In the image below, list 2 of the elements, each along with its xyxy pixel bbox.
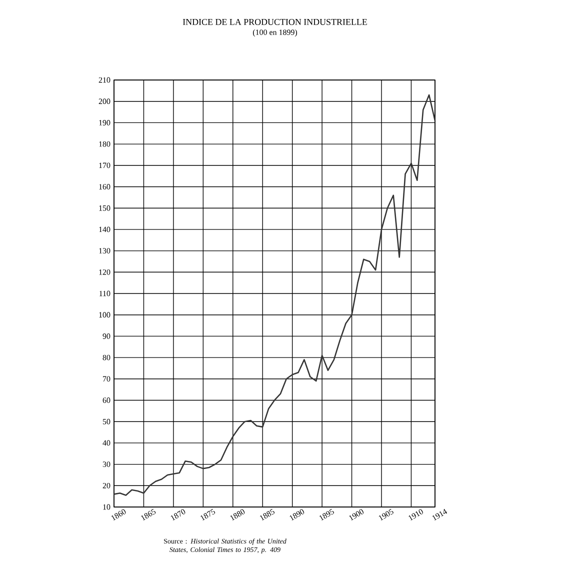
line-series: [114, 94, 435, 496]
chart-title: INDICE DE LA PRODUCTION INDUSTRIELLE: [182, 18, 367, 26]
